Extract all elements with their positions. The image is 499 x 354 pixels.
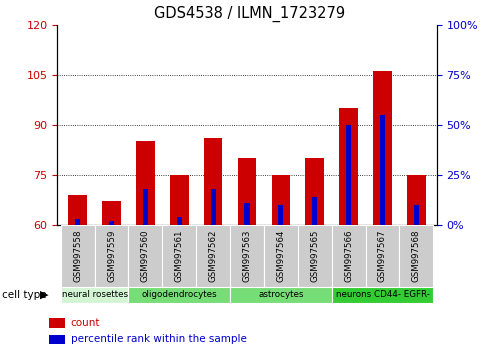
Text: neurons CD44- EGFR-: neurons CD44- EGFR-: [335, 290, 429, 299]
Bar: [365, 225, 399, 287]
Bar: [230, 287, 332, 303]
Text: GSM997559: GSM997559: [107, 230, 116, 282]
Text: neural rosettes: neural rosettes: [61, 290, 128, 299]
Bar: [271, 175, 290, 225]
Text: GSM997564: GSM997564: [276, 229, 285, 282]
Bar: [129, 225, 162, 287]
Text: cell type: cell type: [2, 290, 47, 300]
Bar: [238, 158, 256, 225]
Bar: [332, 225, 365, 287]
Bar: [245, 203, 250, 225]
Text: oligodendrocytes: oligodendrocytes: [142, 290, 217, 299]
Bar: [278, 205, 283, 225]
Text: GSM997568: GSM997568: [412, 229, 421, 282]
Bar: [196, 225, 230, 287]
Bar: [312, 197, 317, 225]
Bar: [109, 221, 114, 225]
Bar: [143, 189, 148, 225]
Bar: [380, 115, 385, 225]
Bar: [49, 318, 65, 328]
Text: astrocytes: astrocytes: [258, 290, 303, 299]
Bar: [49, 335, 65, 344]
Bar: [346, 125, 351, 225]
Bar: [211, 189, 216, 225]
Text: ▶: ▶: [40, 290, 49, 300]
Bar: [61, 287, 129, 303]
Text: GSM997565: GSM997565: [310, 229, 319, 282]
Bar: [170, 175, 189, 225]
Text: GSM997566: GSM997566: [344, 229, 353, 282]
Text: GSM997560: GSM997560: [141, 229, 150, 282]
Text: GSM997558: GSM997558: [73, 229, 82, 282]
Bar: [407, 175, 426, 225]
Bar: [95, 225, 129, 287]
Text: GSM997567: GSM997567: [378, 229, 387, 282]
Text: GSM997562: GSM997562: [209, 229, 218, 282]
Bar: [162, 225, 196, 287]
Bar: [102, 201, 121, 225]
Bar: [75, 219, 80, 225]
Bar: [177, 217, 182, 225]
Bar: [339, 108, 358, 225]
Bar: [373, 72, 392, 225]
Bar: [264, 225, 298, 287]
Bar: [68, 195, 87, 225]
Bar: [399, 225, 433, 287]
Bar: [305, 158, 324, 225]
Text: GSM997563: GSM997563: [243, 229, 251, 282]
Text: GSM997561: GSM997561: [175, 229, 184, 282]
Bar: [129, 287, 230, 303]
Bar: [414, 205, 419, 225]
Text: percentile rank within the sample: percentile rank within the sample: [71, 335, 247, 344]
Bar: [204, 138, 223, 225]
Bar: [332, 287, 433, 303]
Text: count: count: [71, 318, 100, 328]
Bar: [136, 142, 155, 225]
Bar: [230, 225, 264, 287]
Bar: [61, 225, 95, 287]
Bar: [298, 225, 332, 287]
Text: GDS4538 / ILMN_1723279: GDS4538 / ILMN_1723279: [154, 5, 345, 22]
